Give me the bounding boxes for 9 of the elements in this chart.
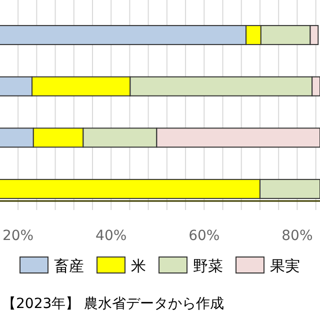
legend-label: 野菜 xyxy=(193,257,223,275)
text: 【2023年】 農水省データから作成 xyxy=(2,296,224,312)
legend-label: 米 xyxy=(131,257,146,275)
x-tick-label: 60% xyxy=(188,228,220,244)
x-tick-label: 40% xyxy=(96,228,127,244)
x-tick-label: 20% xyxy=(2,228,34,244)
x-tick-label: 80% xyxy=(282,228,313,244)
legend-label: 果実 xyxy=(270,257,300,275)
legend-label: 畜産 xyxy=(54,257,84,275)
